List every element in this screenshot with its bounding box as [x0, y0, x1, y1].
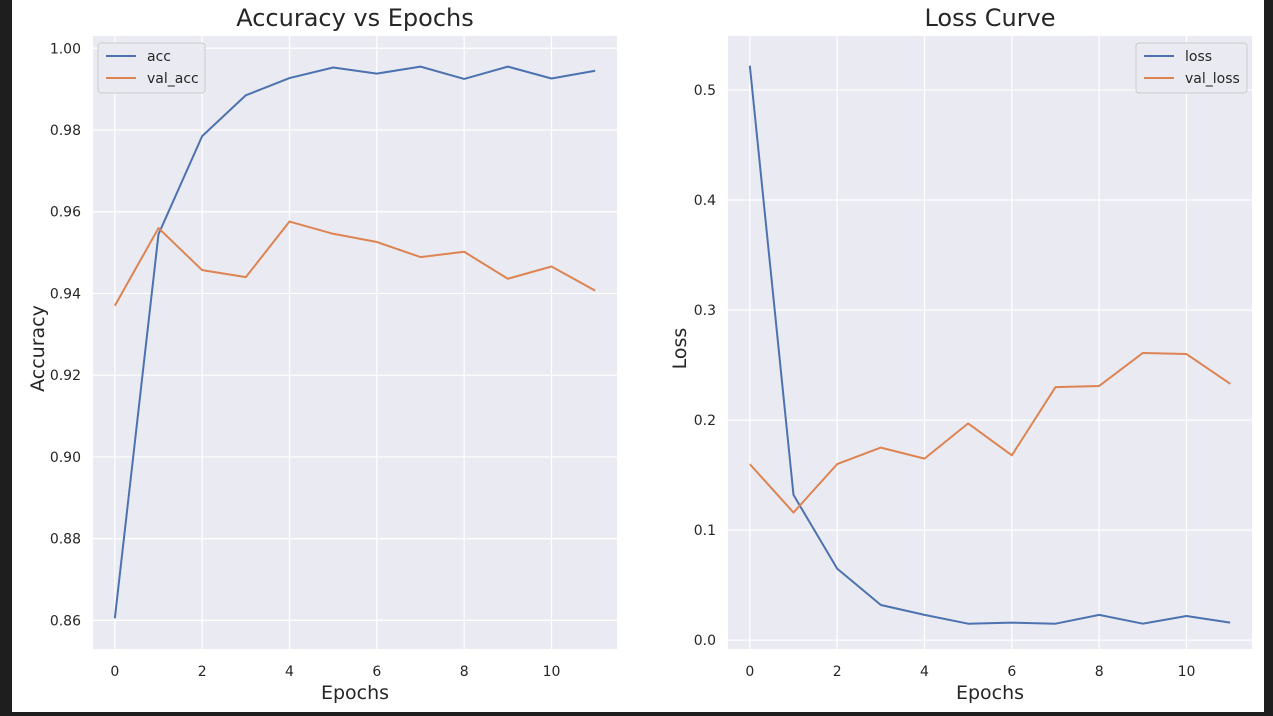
- y-axis-label: Accuracy: [27, 305, 49, 392]
- legend: loss val_loss: [1135, 42, 1248, 94]
- chart-title: Loss Curve: [924, 4, 1055, 32]
- legend-label: acc: [147, 49, 171, 65]
- x-tick-label: 10: [1178, 664, 1196, 680]
- chart-1: 0 2 4 6 8 10 0.0 0.1 0.2 0.3 0.4 0.5 Loss Curve Epoch…: [669, 4, 1252, 704]
- y-tick-label: 0.5: [694, 83, 716, 99]
- figure: 0 2 4 6 8 10 0.86 0.88 0.90 0.92 0.94 0.96 0.98 1.00 A…: [12, 0, 1264, 712]
- x-tick-label: 2: [198, 664, 207, 680]
- y-tick-label: 0.88: [50, 532, 81, 548]
- y-tick-label: 0.3: [694, 303, 716, 319]
- x-tick-label: 2: [833, 664, 842, 680]
- legend-label: val_acc: [147, 71, 199, 87]
- plot-area: [93, 36, 617, 649]
- x-axis-label: Epochs: [321, 682, 389, 704]
- y-tick-label: 0.1: [694, 523, 716, 539]
- chart-0: 0 2 4 6 8 10 0.86 0.88 0.90 0.92 0.94 0.96 0.98 1.00 A…: [27, 4, 617, 704]
- y-tick-label: 0.0: [694, 633, 716, 649]
- x-tick-label: 6: [1007, 664, 1016, 680]
- x-axis-label: Epochs: [956, 682, 1024, 704]
- figure-svg: 0 2 4 6 8 10 0.86 0.88 0.90 0.92 0.94 0.96 0.98 1.00 A…: [27, 4, 1252, 704]
- y-tick-label: 1.00: [50, 41, 81, 57]
- series-line-val_acc: [113, 220, 596, 307]
- y-tick-label: 0.98: [50, 123, 81, 139]
- x-tick-label: 4: [920, 664, 929, 680]
- x-tick-label: 4: [285, 664, 294, 680]
- x-tick-label: 10: [543, 664, 561, 680]
- series-line-loss: [748, 65, 1231, 625]
- series-line-acc: [113, 65, 596, 619]
- legend-label: loss: [1185, 49, 1212, 65]
- y-tick-label: 0.2: [694, 413, 716, 429]
- y-tick-label: 0.96: [50, 205, 81, 221]
- y-axis-label: Loss: [669, 328, 691, 370]
- y-tick-label: 0.4: [694, 193, 716, 209]
- y-tick-label: 0.90: [50, 450, 81, 466]
- y-tick-label: 0.94: [50, 286, 81, 302]
- x-tick-label: 8: [1095, 664, 1104, 680]
- legend-label: val_loss: [1185, 71, 1240, 87]
- plot-area: [728, 36, 1252, 649]
- x-tick-label: 8: [460, 664, 469, 680]
- chart-title: Accuracy vs Epochs: [236, 4, 474, 32]
- x-tick-label: 0: [110, 664, 119, 680]
- legend: acc val_acc: [97, 42, 206, 94]
- y-tick-label: 0.86: [50, 613, 81, 629]
- x-tick-label: 6: [372, 664, 381, 680]
- x-tick-label: 0: [745, 664, 754, 680]
- series-line-val_loss: [749, 351, 1231, 514]
- y-tick-label: 0.92: [50, 368, 81, 384]
